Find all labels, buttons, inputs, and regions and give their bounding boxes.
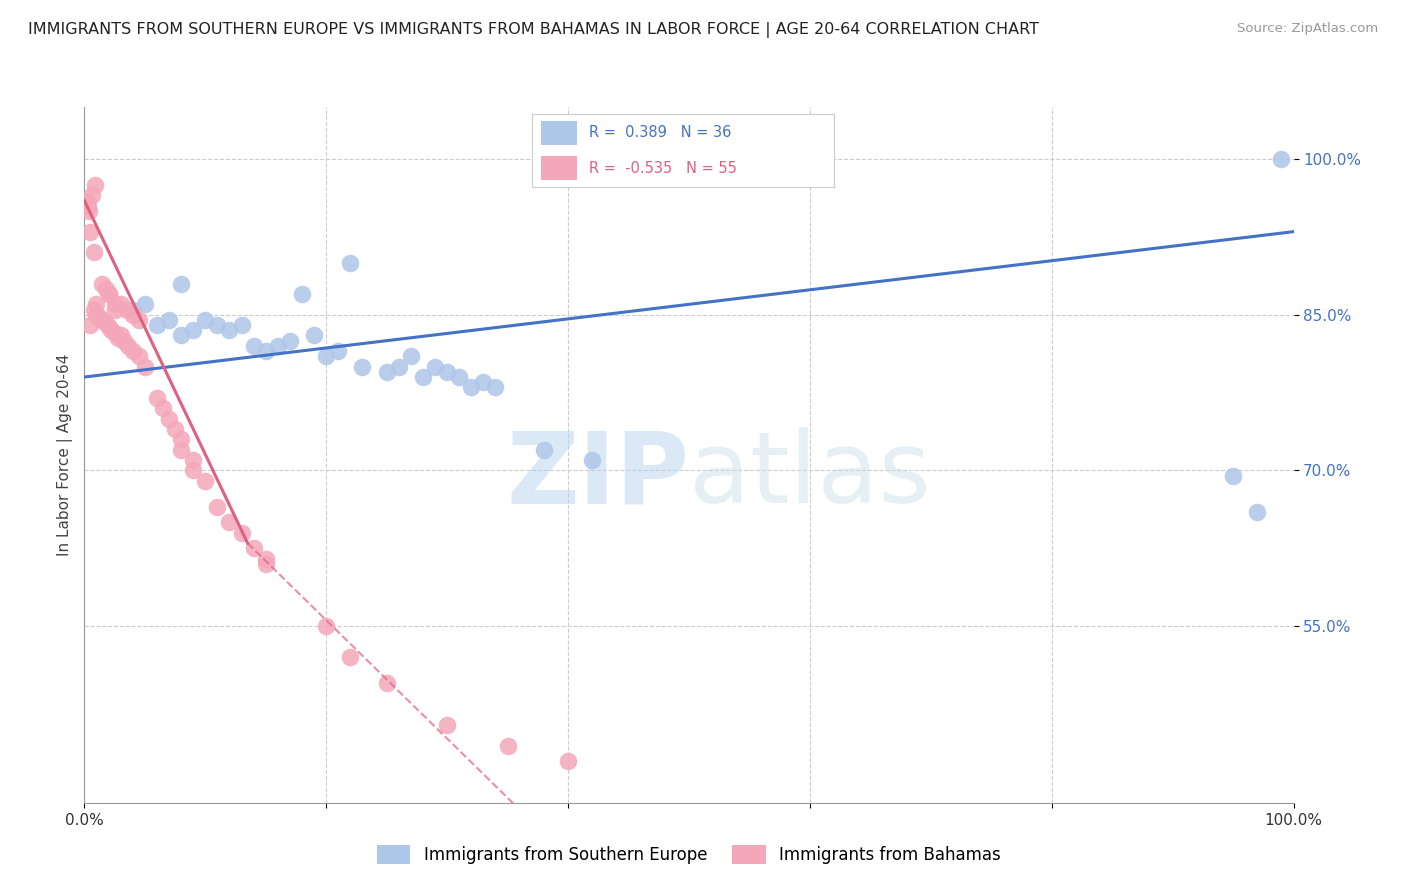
Point <box>207 500 229 514</box>
Point <box>134 359 156 374</box>
Point <box>181 323 204 337</box>
Point <box>79 318 101 332</box>
Point <box>242 339 264 353</box>
Point <box>121 344 143 359</box>
Text: atlas: atlas <box>689 427 931 524</box>
Point <box>181 463 204 477</box>
Point <box>1222 468 1244 483</box>
Point <box>79 225 101 239</box>
Point <box>207 318 229 332</box>
Point <box>375 676 398 690</box>
Point <box>97 287 120 301</box>
Point <box>170 277 193 291</box>
Point <box>91 313 114 327</box>
Point <box>77 199 100 213</box>
Point <box>1270 152 1292 166</box>
Point <box>352 359 374 374</box>
Point <box>218 516 240 530</box>
Point <box>110 328 132 343</box>
Point <box>121 308 143 322</box>
Point <box>100 323 122 337</box>
Point <box>254 344 277 359</box>
Point <box>94 282 117 296</box>
Point <box>157 313 180 327</box>
Point <box>484 380 506 394</box>
Point <box>339 256 361 270</box>
Point <box>242 541 264 556</box>
Point <box>557 754 579 768</box>
Point <box>128 313 150 327</box>
Point <box>87 310 110 324</box>
Point <box>104 326 127 341</box>
Point <box>86 308 108 322</box>
Point <box>94 316 117 330</box>
Point <box>423 359 446 374</box>
Point <box>194 474 217 488</box>
Point <box>83 245 105 260</box>
Point <box>134 297 156 311</box>
Point <box>339 650 361 665</box>
Point <box>146 318 169 332</box>
Text: Source: ZipAtlas.com: Source: ZipAtlas.com <box>1237 22 1378 36</box>
Point <box>97 320 120 334</box>
Point <box>496 739 519 753</box>
Point <box>170 442 193 457</box>
Point <box>115 302 138 317</box>
Point <box>170 433 193 447</box>
Point <box>436 365 458 379</box>
Point <box>254 551 277 566</box>
Point <box>315 349 337 363</box>
Point <box>291 287 314 301</box>
Point <box>104 297 127 311</box>
Point <box>112 334 135 348</box>
Point <box>97 287 120 301</box>
Point <box>399 349 422 363</box>
Point <box>254 557 277 571</box>
Point <box>315 619 337 633</box>
Point <box>181 453 204 467</box>
Y-axis label: In Labor Force | Age 20-64: In Labor Force | Age 20-64 <box>58 354 73 556</box>
Point <box>412 370 434 384</box>
Point <box>460 380 482 394</box>
Point <box>472 376 495 390</box>
Point <box>83 302 105 317</box>
Point <box>231 525 253 540</box>
Point <box>157 411 180 425</box>
Point <box>146 391 169 405</box>
Legend: Immigrants from Southern Europe, Immigrants from Bahamas: Immigrants from Southern Europe, Immigra… <box>371 838 1007 871</box>
Point <box>91 277 114 291</box>
Point <box>121 302 143 317</box>
Point <box>231 318 253 332</box>
Point <box>170 328 193 343</box>
Point <box>581 453 603 467</box>
Point <box>104 302 127 317</box>
Point <box>302 328 325 343</box>
Point <box>375 365 398 379</box>
Point <box>436 718 458 732</box>
Point <box>152 401 174 416</box>
Text: IMMIGRANTS FROM SOUTHERN EUROPE VS IMMIGRANTS FROM BAHAMAS IN LABOR FORCE | AGE : IMMIGRANTS FROM SOUTHERN EUROPE VS IMMIG… <box>28 22 1039 38</box>
Point <box>110 297 132 311</box>
Point <box>107 330 129 344</box>
Point <box>328 344 350 359</box>
Point <box>86 297 108 311</box>
Point <box>267 339 290 353</box>
Point <box>76 194 98 208</box>
Point <box>1246 505 1268 519</box>
Point <box>117 339 139 353</box>
Point <box>80 188 103 202</box>
Point <box>218 323 240 337</box>
Point <box>278 334 301 348</box>
Point <box>388 359 411 374</box>
Point <box>84 178 107 192</box>
Point <box>163 422 186 436</box>
Text: ZIP: ZIP <box>506 427 689 524</box>
Point <box>449 370 471 384</box>
Point <box>77 203 100 218</box>
Point <box>128 349 150 363</box>
Point <box>194 313 217 327</box>
Point <box>533 442 555 457</box>
